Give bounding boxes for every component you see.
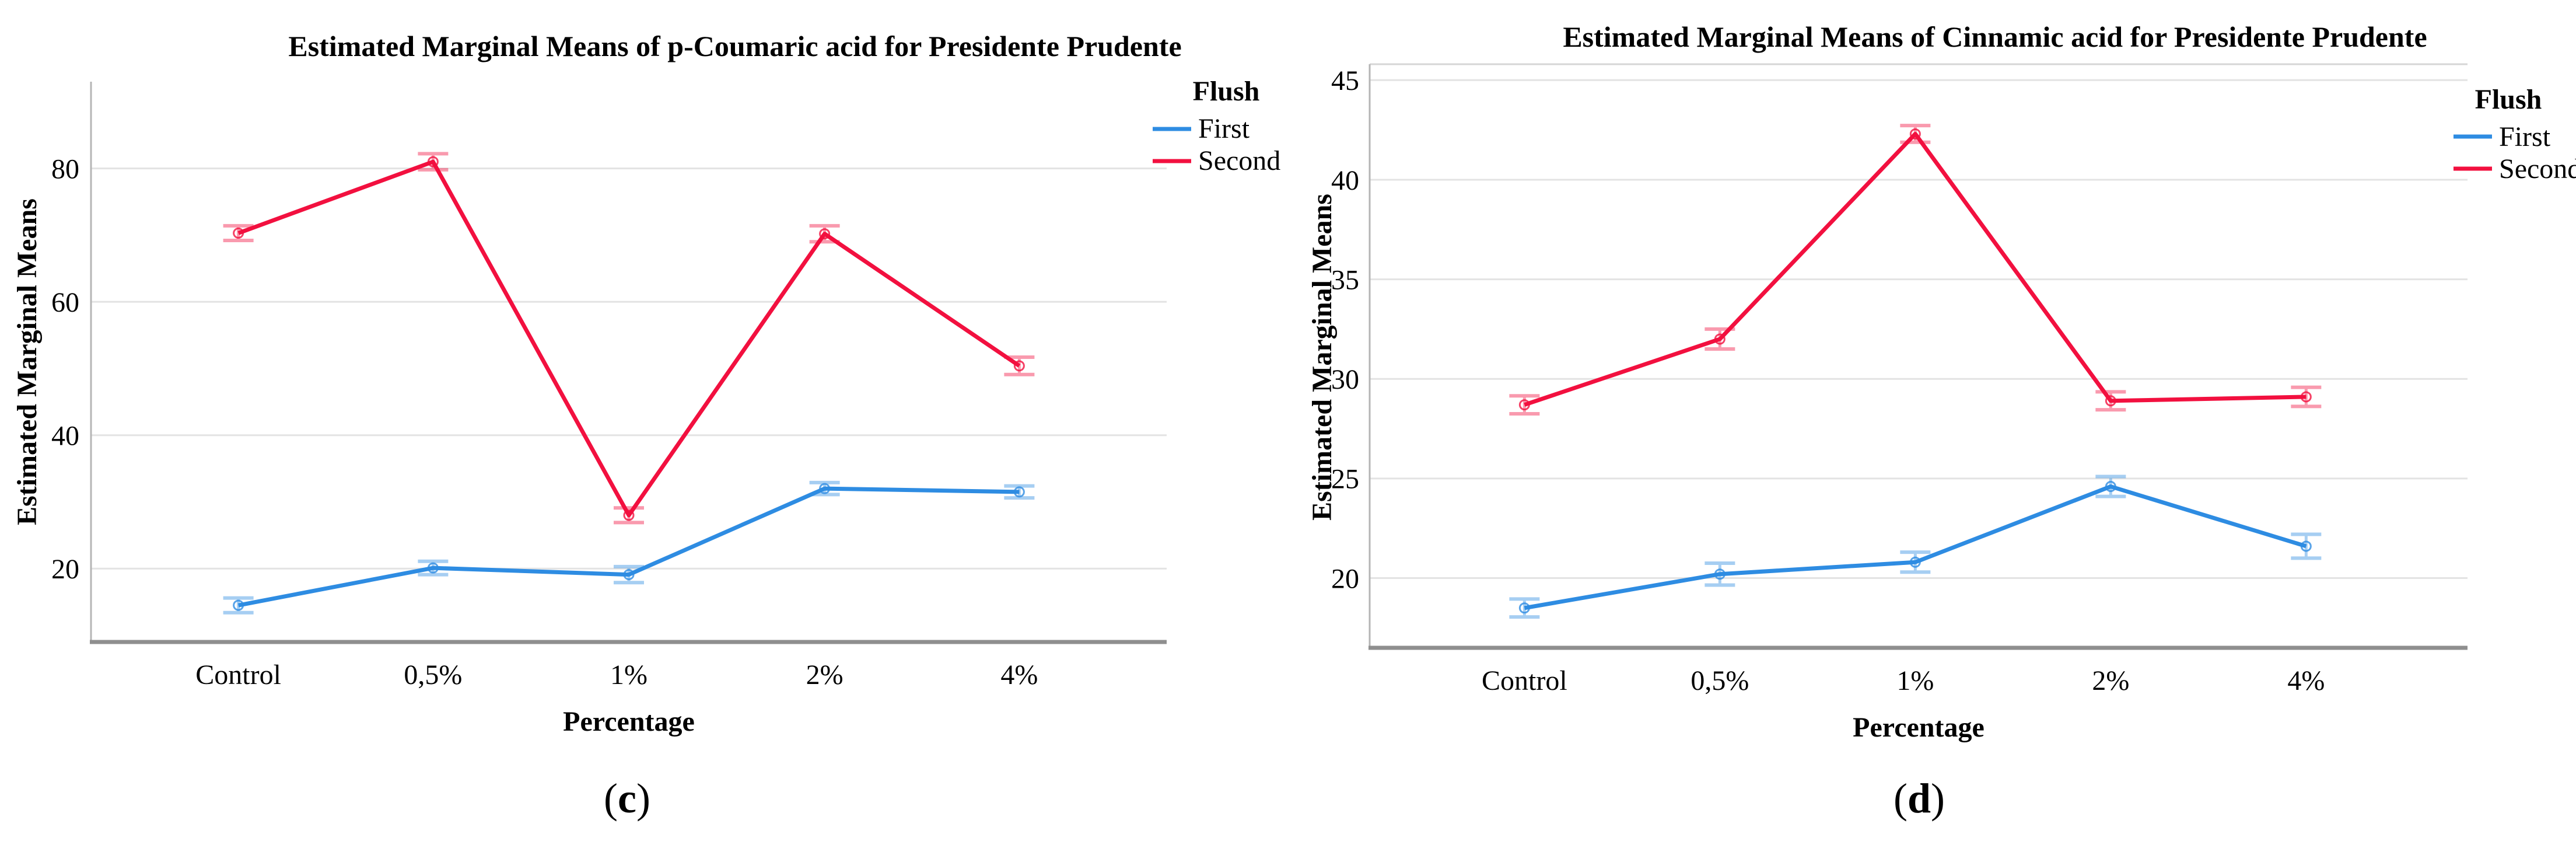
legend-label-first: First xyxy=(1198,113,1250,144)
x-tick-label: 1% xyxy=(1896,665,1934,696)
y-tick-label: 40 xyxy=(1331,165,1359,196)
x-tick-label: 2% xyxy=(2092,665,2129,696)
x-tick-label: 4% xyxy=(1000,659,1038,690)
y-tick-label: 30 xyxy=(1331,364,1359,395)
x-tick-label: Control xyxy=(195,659,281,690)
data-point-marker xyxy=(2105,395,2116,407)
series-line-first xyxy=(237,486,1020,608)
legend: Flush First Second xyxy=(2454,84,2576,184)
data-point-marker xyxy=(427,156,439,167)
y-axis-title: Estimated Marginal Means xyxy=(12,198,43,525)
panel-caption-c: (c) xyxy=(604,775,650,822)
data-point-marker xyxy=(2105,481,2116,493)
error-bars-first xyxy=(223,480,1035,615)
data-point-marker xyxy=(1909,556,1921,568)
legend-label-first: First xyxy=(2499,121,2551,152)
x-tick-label: 2% xyxy=(806,659,844,690)
x-tick-label: 0,5% xyxy=(404,659,462,690)
series-line-second xyxy=(237,159,1021,518)
legend: Flush First Second xyxy=(1153,76,1280,176)
chart-cinnamic: 20 25 30 35 40 45 Control 0,5% 1% 2% 4% Estimated … xyxy=(1307,20,2576,822)
series-line-second xyxy=(1524,131,2306,407)
panel-caption-d: (d) xyxy=(1894,775,1945,822)
x-tick-label: 0,5% xyxy=(1690,665,1749,696)
y-axis-title: Estimated Marginal Means xyxy=(1307,194,1338,521)
y-tick-label: 35 xyxy=(1331,264,1359,295)
data-point-marker xyxy=(1714,333,1726,345)
data-point-marker xyxy=(1909,128,1921,139)
error-bars-second xyxy=(1509,124,2322,416)
x-tick-label: Control xyxy=(1482,665,1567,696)
y-tick-label: 25 xyxy=(1331,464,1359,495)
error-bars-first xyxy=(1509,474,2322,619)
data-point-marker xyxy=(427,562,439,574)
data-point-marker xyxy=(2300,540,2312,552)
data-point-marker xyxy=(623,510,635,521)
plot-layer-d: 20 25 30 35 40 45 Control 0,5% 1% 2% 4% xyxy=(1331,63,2468,696)
data-point-marker xyxy=(2300,391,2312,403)
data-point-marker xyxy=(1013,486,1025,498)
x-tick-label: 1% xyxy=(610,659,648,690)
x-tick-label: 4% xyxy=(2287,665,2325,696)
data-point-marker xyxy=(623,569,635,581)
legend-title: Flush xyxy=(1193,76,1260,107)
y-tick-label: 20 xyxy=(1331,563,1359,594)
data-point-marker xyxy=(1013,360,1025,372)
x-axis-title: Percentage xyxy=(1853,712,1985,743)
error-bars-second xyxy=(223,152,1035,525)
y-tick-label: 60 xyxy=(51,287,79,318)
plot-layer-c: 20 40 60 80 Control 0,5% 1% 2% 4% xyxy=(51,82,1167,690)
legend-label-second: Second xyxy=(1198,145,1280,176)
y-tick-label: 40 xyxy=(51,421,79,452)
data-point-marker xyxy=(233,227,244,239)
legend-title: Flush xyxy=(2475,84,2542,115)
x-axis-title: Percentage xyxy=(563,706,695,737)
y-tick-label: 80 xyxy=(51,153,79,184)
y-tick-label: 20 xyxy=(51,554,79,585)
chart-p-coumaric: 20 40 60 80 Control 0,5% 1% 2% 4% Estimated Marg… xyxy=(12,30,1280,822)
chart-title: Estimated Marginal Means of Cinnamic aci… xyxy=(1563,20,2427,53)
data-point-marker xyxy=(1714,568,1726,580)
data-point-marker xyxy=(233,599,244,611)
y-tick-label: 45 xyxy=(1331,65,1359,96)
legend-label-second: Second xyxy=(2499,153,2576,184)
series-line-first xyxy=(1524,484,2307,610)
data-point-marker xyxy=(819,483,831,494)
data-point-marker xyxy=(819,228,831,240)
data-point-marker xyxy=(1518,602,1530,614)
data-point-marker xyxy=(1518,399,1530,411)
chart-title: Estimated Marginal Means of p-Coumaric a… xyxy=(288,30,1181,62)
